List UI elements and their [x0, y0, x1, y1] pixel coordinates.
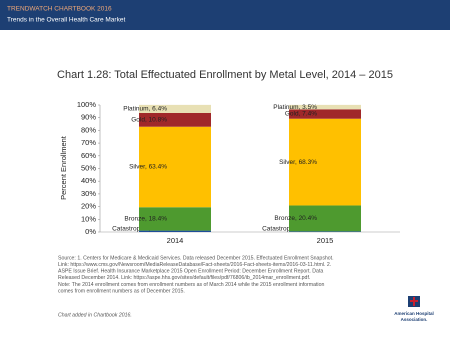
data-label: Bronze, 20.4%	[274, 215, 317, 222]
bar-segment	[289, 109, 361, 119]
data-label: Gold, 10.8%	[131, 117, 167, 124]
data-label: Silver, 68.3%	[279, 159, 317, 166]
bar-segment	[289, 231, 361, 232]
source-note: ASPE Issue Brief. Health Insurance Marke…	[58, 269, 323, 275]
x-tick-label: 2015	[317, 236, 334, 245]
y-tick-label: 70%	[81, 138, 96, 147]
y-tick-label: 0%	[85, 227, 96, 236]
data-label: Platinum, 6.4%	[123, 106, 167, 113]
bar-segment	[139, 126, 211, 208]
bar-segment	[289, 118, 361, 206]
y-tick-label: 50%	[81, 163, 96, 172]
y-tick-label: 90%	[81, 113, 96, 122]
y-tick-label: 30%	[81, 189, 96, 198]
y-tick-label: 60%	[81, 151, 96, 160]
header-band	[0, 0, 450, 30]
source-note: Released December 2014. Link: https://as…	[58, 275, 310, 281]
source-note: Note: The 2014 enrollment comes from enr…	[58, 282, 324, 288]
logo-text: Association.	[401, 317, 428, 322]
bar-segment	[139, 113, 211, 127]
bar-segment	[289, 104, 361, 110]
source-note: comes from enrollment numbers as of Dece…	[58, 288, 185, 294]
source-note: Source: 1. Centers for Medicare & Medica…	[58, 255, 334, 261]
header-subtitle: Trends in the Overall Health Care Market	[7, 17, 125, 24]
bar-segment	[289, 205, 361, 232]
data-label: Gold, 7.4%	[285, 111, 317, 118]
logo: American Hospital Association.	[394, 296, 434, 322]
y-tick-label: 10%	[81, 214, 96, 223]
y-tick-label: 40%	[81, 176, 96, 185]
y-tick-label: 20%	[81, 202, 96, 211]
footnote: Chart added in Chartbook 2016.	[58, 312, 132, 318]
data-label: Platinum, 3.5%	[273, 104, 317, 111]
source-note: Link: https://www.cms.gov/Newsroom/Media…	[58, 262, 331, 268]
logo-mark	[410, 300, 418, 302]
y-tick-label: 100%	[77, 100, 97, 109]
y-tick-label: 80%	[81, 125, 96, 134]
data-label: Bronze, 18.4%	[124, 216, 167, 223]
bar-segment	[139, 207, 211, 231]
y-axis-label: Percent Enrollment	[59, 135, 68, 200]
bar-segment	[139, 104, 211, 114]
data-label: Silver, 63.4%	[129, 164, 167, 171]
chart-title: Chart 1.28: Total Effectuated Enrollment…	[57, 69, 393, 81]
x-tick-label: 2014	[167, 236, 184, 245]
bar-segment	[139, 230, 211, 232]
logo-text: American Hospital	[394, 311, 434, 316]
header-series: TRENDWATCH CHARTBOOK 2016	[7, 6, 112, 13]
